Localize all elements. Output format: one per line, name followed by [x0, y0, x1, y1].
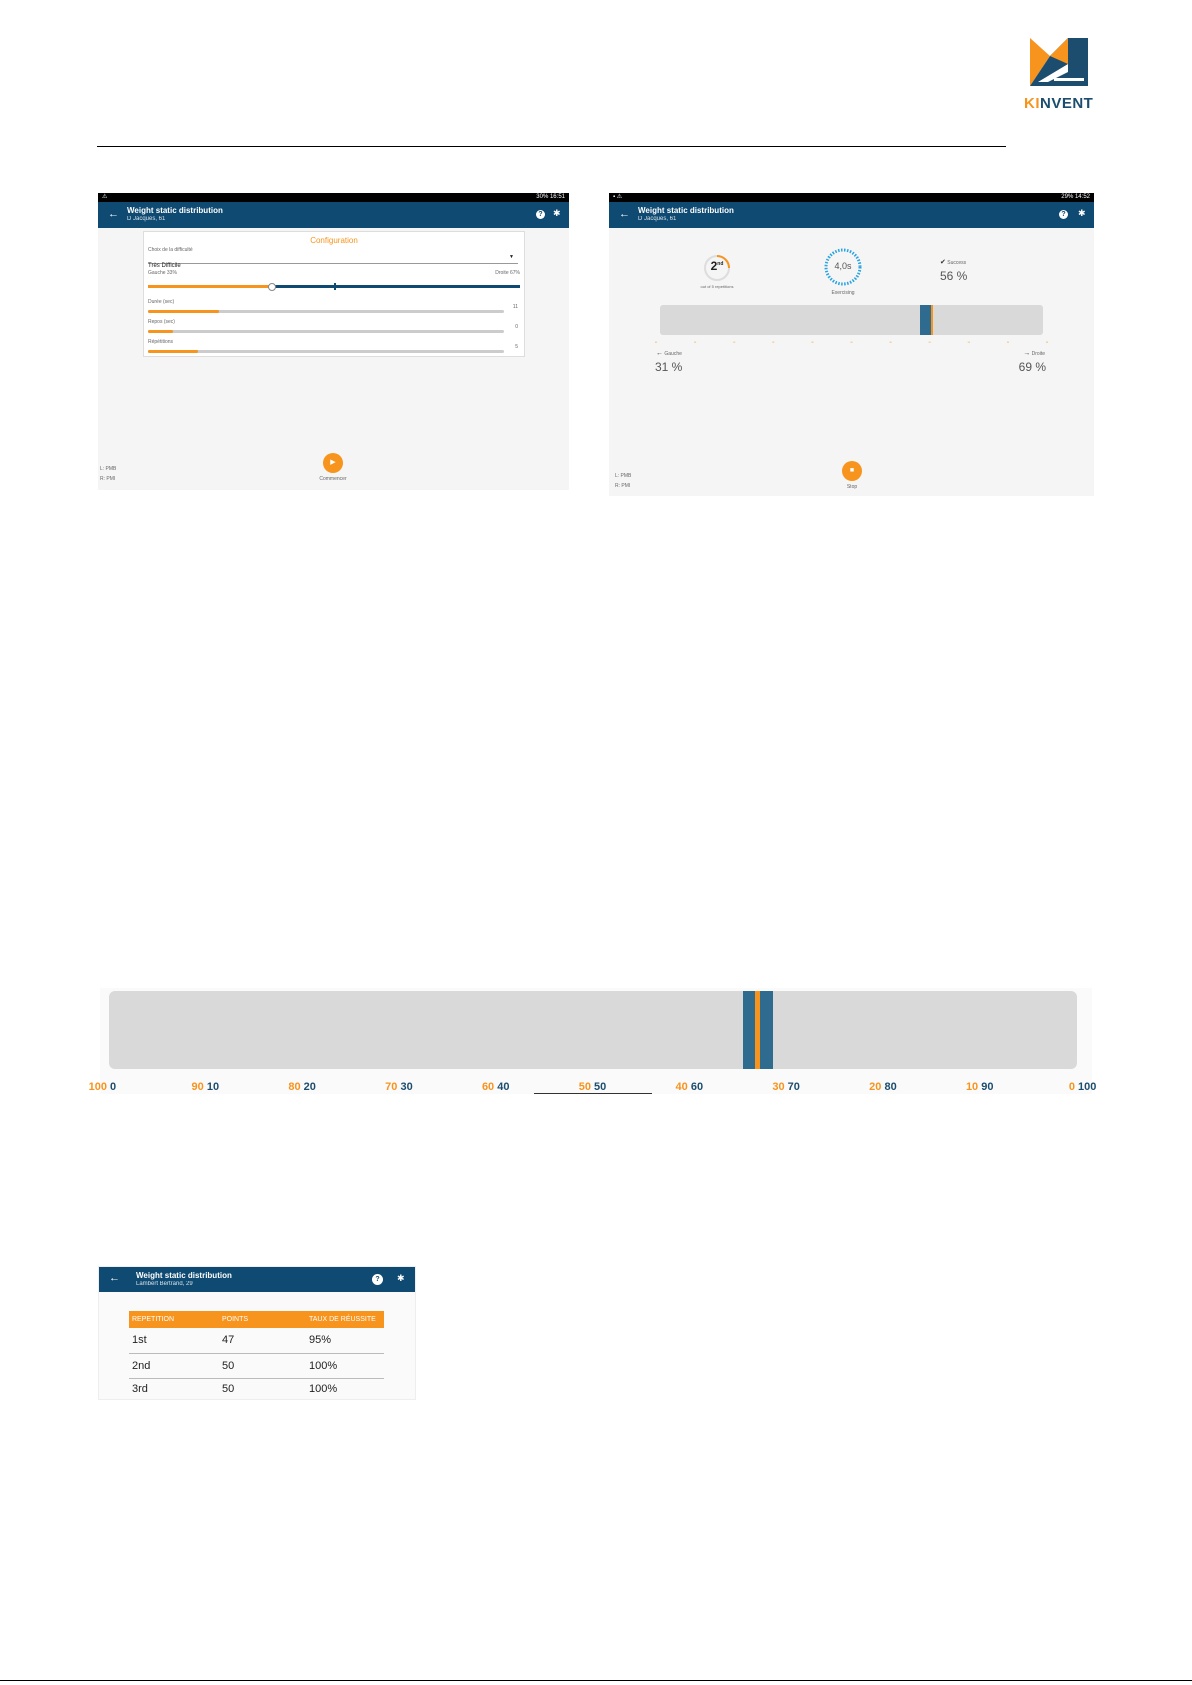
timer-ring [824, 248, 862, 286]
right-value: 69 % [1018, 360, 1046, 374]
left-foot-label: L: PMB [100, 466, 117, 472]
repetition-ring [704, 255, 730, 281]
duration-value: 11 [512, 304, 518, 310]
start-button-label: Commencer [319, 476, 347, 482]
warning-icon: ⚠ [102, 194, 108, 200]
slider-thumb[interactable] [267, 283, 276, 291]
back-arrow-icon[interactable]: ← [108, 208, 119, 220]
left-foot-label: L: PMB [615, 473, 632, 479]
status-bar: ▪ ⚠ 29% 14:52 [609, 193, 1094, 202]
scale-underline [534, 1093, 652, 1094]
warning-icon: ▪ ⚠ [613, 194, 623, 200]
arrow-left-icon: ← [656, 350, 663, 357]
tick-label: 30 70 [772, 1081, 800, 1093]
check-icon: ✔ [940, 259, 946, 266]
tick-label: 20 80 [869, 1081, 897, 1093]
stop-button[interactable]: ■ [842, 461, 862, 481]
duration-label: Durée (sec) [148, 299, 175, 305]
reps-label: Répétitions [148, 339, 174, 345]
right-foot-label: R: PMI [100, 476, 116, 482]
distribution-ticks: ▪▪ ▪▪ ▪▪ ▪▪ ▪▪ ▪▪ ▪▪ ▪▪ ▪▪ ▪▪ ▪▪ [655, 340, 1048, 344]
repetition-caption: out of 5 repetitions [700, 284, 734, 289]
col-success-rate: TAUX DE RÉUSSITE [309, 1316, 376, 1323]
config-screenshot: ⚠ 30% 16:51 ← Weight static distribution… [98, 193, 569, 490]
help-icon[interactable]: ? [536, 210, 545, 219]
tick-label: 0 100 [1068, 1081, 1097, 1093]
difficulty-select[interactable]: Très Difficile ▼ [148, 254, 518, 269]
reps-value: 5 [515, 344, 518, 350]
tick-label: 50 50 [578, 1081, 607, 1093]
tick-label: 100 0 [88, 1081, 117, 1093]
patient-name: Lambert Bertrand, 29 [136, 1281, 193, 1287]
timer-caption: Exercising [831, 290, 855, 296]
left-label: ← Gauche [656, 350, 682, 357]
duration-slider[interactable] [148, 310, 504, 313]
exercise-screenshot: ▪ ⚠ 29% 14:52 ← Weight static distributi… [609, 193, 1094, 496]
repetition-number: 2nd [710, 259, 724, 273]
back-arrow-icon[interactable]: ← [619, 208, 630, 220]
tick-label: 40 60 [675, 1081, 704, 1093]
right-percent-label: Droite 67% [495, 270, 520, 276]
weight-marker [931, 305, 934, 335]
success-value: 56 % [940, 269, 968, 283]
app-bar: ← Weight static distribution Lambert Ber… [99, 1267, 415, 1292]
reps-slider[interactable] [148, 350, 504, 353]
status-bar: ⚠ 30% 16:51 [98, 193, 569, 202]
left-value: 31 % [655, 360, 683, 374]
results-screenshot: ← Weight static distribution Lambert Ber… [98, 1266, 416, 1400]
chevron-down-icon: ▼ [509, 254, 514, 260]
big-distribution-bar [109, 991, 1077, 1069]
distribution-slider[interactable] [148, 283, 520, 291]
table-row: 2nd 50 100% [129, 1353, 384, 1378]
success-label: ✔ Success [940, 259, 967, 266]
results-table: REPETITION POINTS TAUX DE RÉUSSITE 1st 4… [129, 1311, 384, 1400]
kinvent-logo [1030, 38, 1088, 86]
timer-value: 4,0s [834, 261, 852, 271]
col-repetition: REPETITION [132, 1316, 175, 1323]
bluetooth-icon[interactable]: ✱ [553, 208, 561, 218]
start-button[interactable]: ▶ [323, 453, 343, 473]
weight-marker [754, 991, 760, 1069]
table-row: 1st 47 95% [129, 1328, 384, 1353]
footer-divider [0, 1680, 1192, 1681]
rest-label: Repos (sec) [148, 319, 175, 325]
rest-slider[interactable] [148, 330, 504, 333]
patient-name: D Jacques, 61 [127, 216, 166, 222]
left-percent-label: Gauche 33% [148, 270, 177, 276]
back-arrow-icon[interactable]: ← [109, 1272, 120, 1284]
configuration-card: Configuration Choix de la difficulté Trè… [143, 231, 525, 357]
tick-label: 90 10 [191, 1081, 220, 1093]
kinvent-wordmark: KINVENT [1024, 95, 1094, 112]
tick-label: 60 40 [481, 1081, 510, 1093]
stop-button-label: Stop [846, 484, 858, 490]
help-icon[interactable]: ? [1059, 210, 1068, 219]
tick-label: 10 90 [965, 1081, 994, 1093]
app-bar: ← Weight static distribution D Jacques, … [98, 202, 569, 228]
distribution-bar [660, 305, 1043, 335]
patient-name: D Jacques, 61 [638, 216, 677, 222]
col-points: POINTS [222, 1316, 249, 1323]
card-title: Configuration [310, 236, 358, 245]
right-foot-label: R: PMI [615, 483, 631, 489]
app-bar: ← Weight static distribution D Jacques, … [609, 202, 1094, 228]
app-title: Weight static distribution [638, 206, 734, 215]
bluetooth-icon[interactable]: ✱ [1078, 208, 1086, 218]
target-zone [920, 305, 933, 335]
bluetooth-icon[interactable]: ✱ [397, 1273, 405, 1283]
right-label: → Droite [1023, 350, 1045, 357]
help-icon[interactable]: ? [372, 1274, 383, 1285]
rest-value: 0 [515, 324, 518, 330]
tick-label: 70 30 [385, 1081, 413, 1093]
tick-label: 80 20 [288, 1081, 316, 1093]
table-row: 3rd 50 100% [132, 1383, 338, 1396]
difficulty-label: Choix de la difficulté [148, 247, 193, 253]
app-title: Weight static distribution [136, 1271, 232, 1280]
arrow-right-icon: → [1023, 350, 1031, 357]
app-title: Weight static distribution [127, 206, 223, 215]
header-divider [97, 146, 1006, 147]
